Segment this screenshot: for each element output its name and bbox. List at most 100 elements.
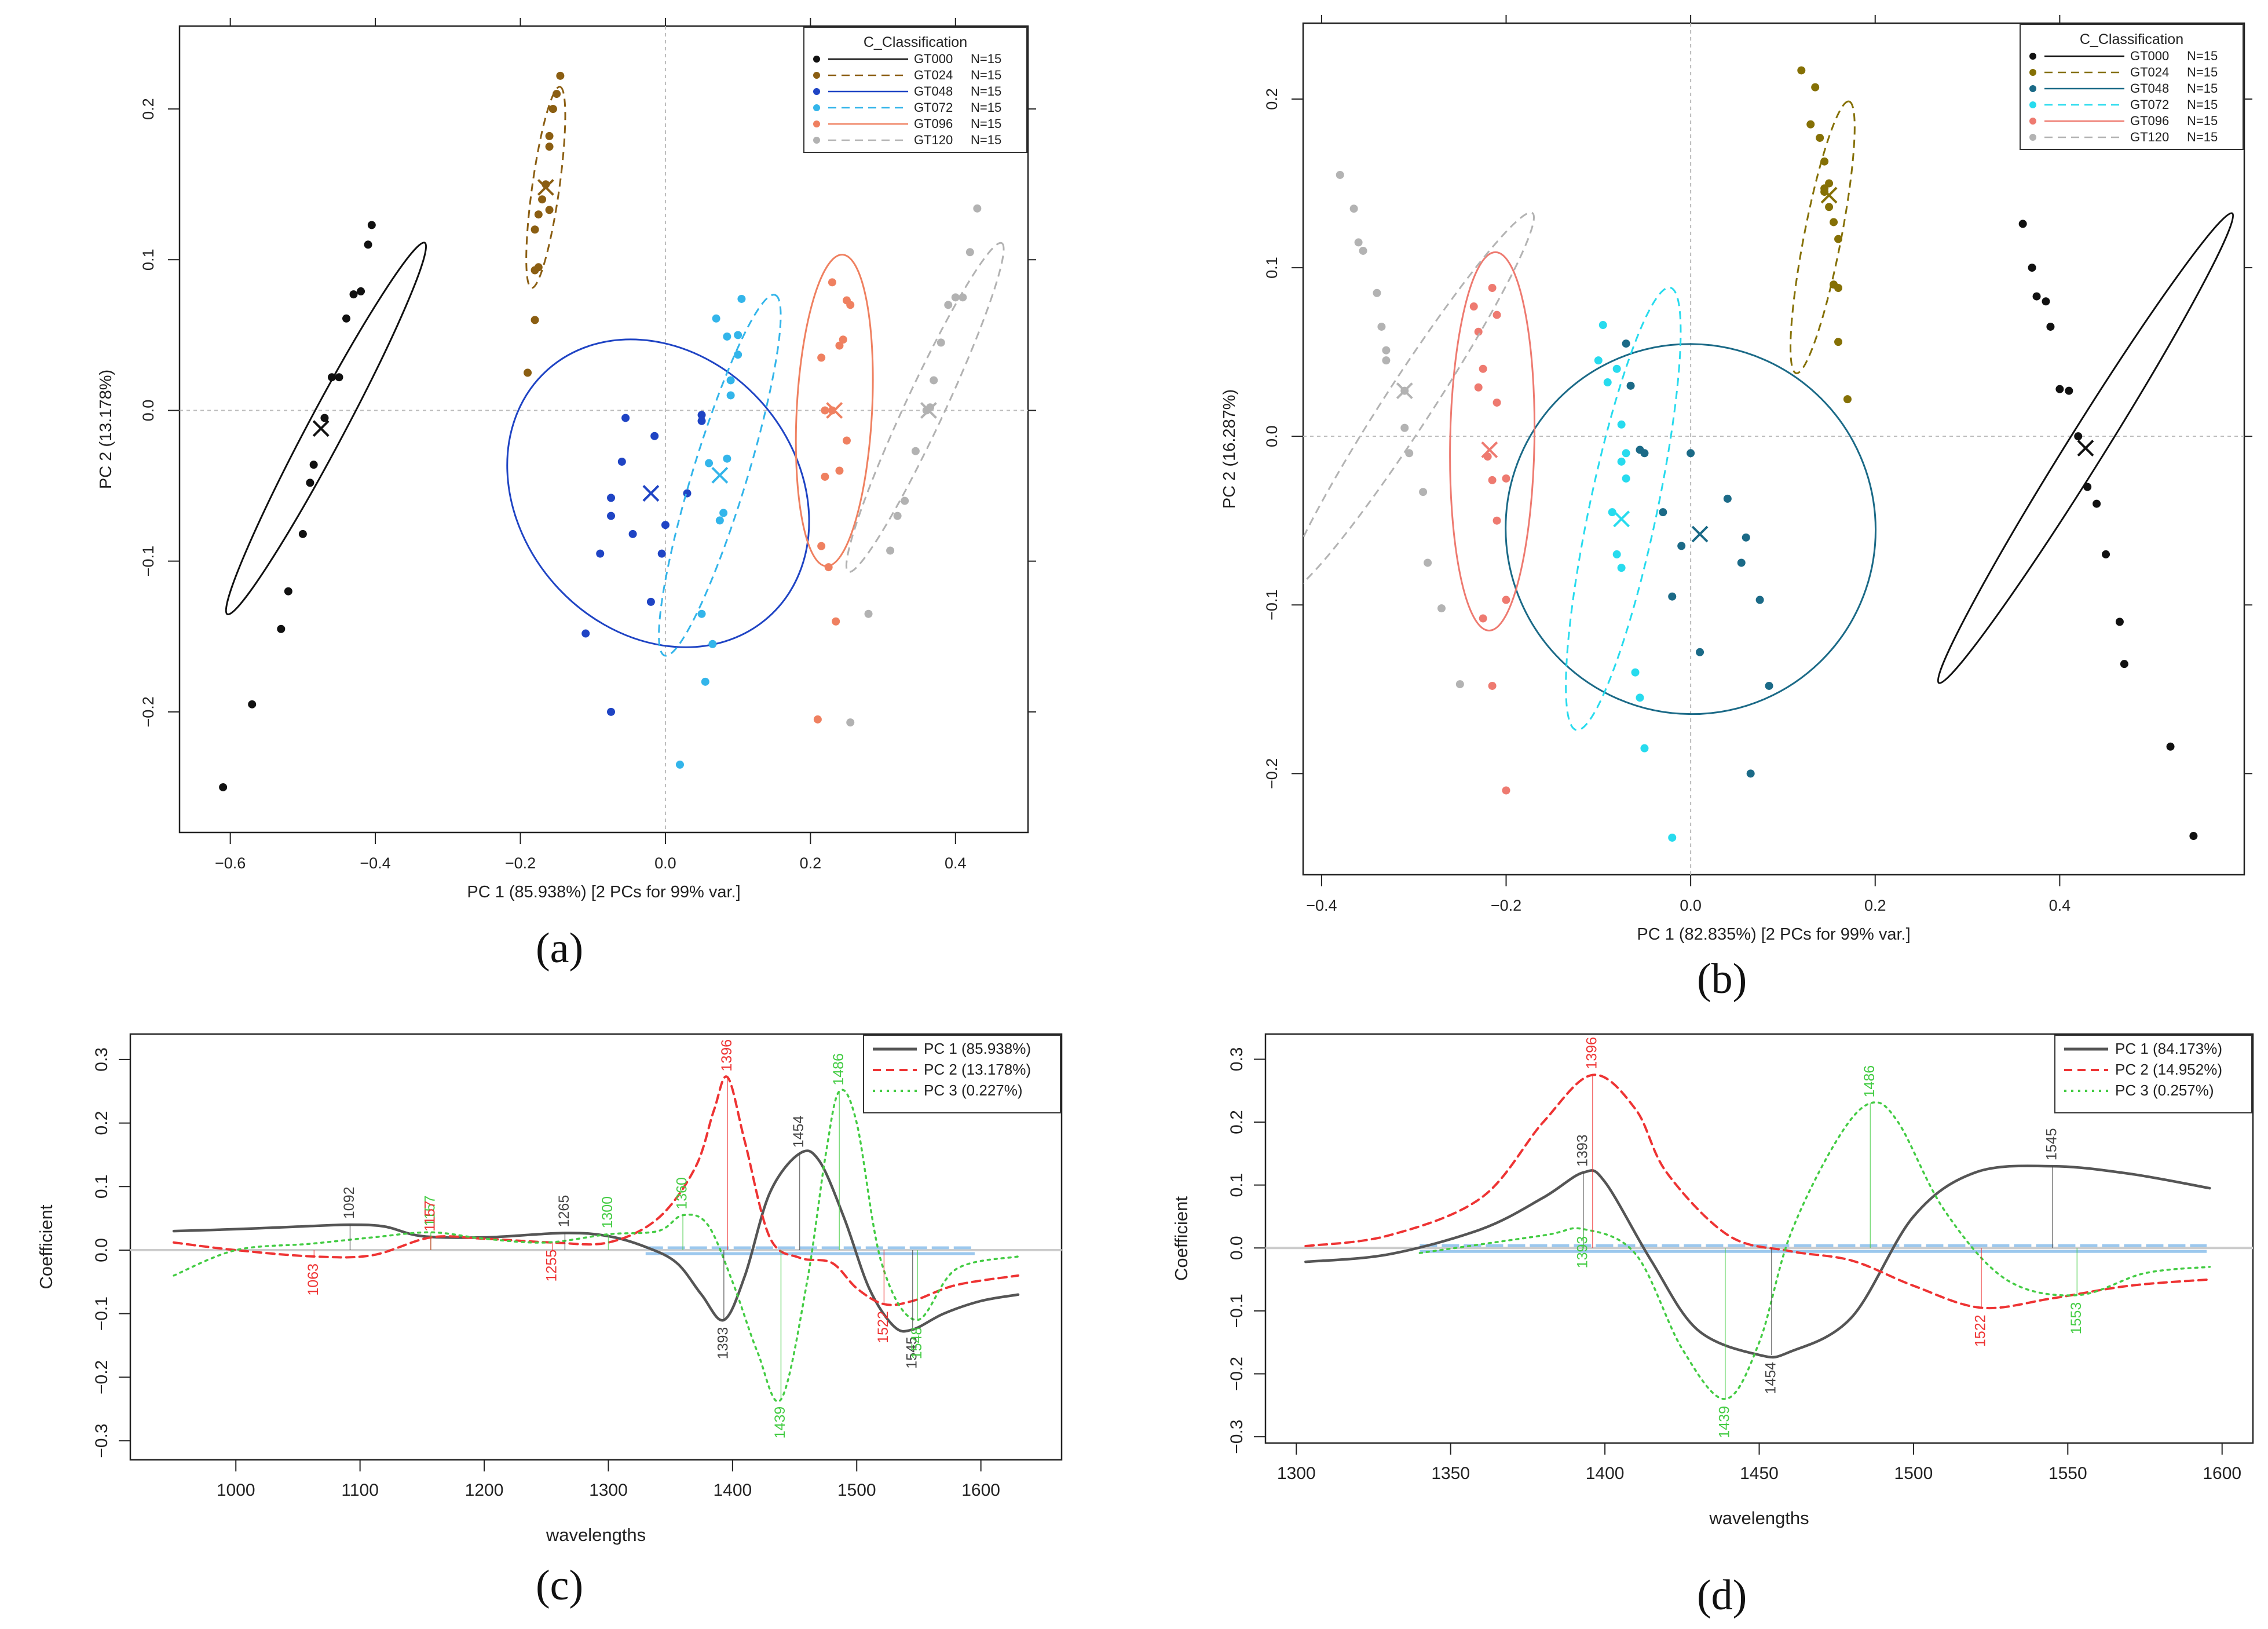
data-point-GT120 bbox=[937, 338, 945, 347]
confidence-ellipse-GT096 bbox=[1449, 251, 1536, 631]
data-point-GT072 bbox=[1617, 420, 1626, 429]
data-point-GT000 bbox=[2115, 618, 2124, 626]
panel-label-d: (d) bbox=[1697, 1572, 1747, 1619]
peak-label: 1545 bbox=[2043, 1128, 2060, 1160]
data-point-GT096 bbox=[1474, 383, 1483, 392]
y-tick-label: −0.3 bbox=[92, 1423, 111, 1458]
data-point-GT000 bbox=[2189, 832, 2198, 841]
data-point-GT120 bbox=[1359, 246, 1367, 255]
data-point-GT072 bbox=[1608, 508, 1616, 517]
y-tick-label: −0.1 bbox=[1263, 590, 1281, 620]
x-tick-label: 1500 bbox=[837, 1481, 876, 1500]
data-point-GT000 bbox=[2074, 432, 2083, 441]
series-line-PC-2 bbox=[173, 1075, 1019, 1306]
data-point-GT048 bbox=[1746, 769, 1755, 778]
data-point-GT000 bbox=[248, 700, 257, 708]
legend-series-name: GT072 bbox=[914, 100, 953, 115]
data-point-GT000 bbox=[2120, 660, 2128, 669]
data-point-GT096 bbox=[1474, 327, 1483, 336]
peak-annotation: 1393 bbox=[715, 1250, 731, 1359]
data-point-GT120 bbox=[973, 204, 982, 213]
legend-count: N=15 bbox=[971, 68, 1001, 82]
data-point-GT096 bbox=[846, 301, 855, 309]
peak-annotation: 1393 bbox=[1574, 1229, 1590, 1269]
data-point-GT048 bbox=[697, 411, 706, 419]
data-point-GT024 bbox=[1806, 120, 1815, 129]
data-point-GT120 bbox=[846, 718, 855, 727]
data-point-GT024 bbox=[1825, 203, 1834, 211]
data-point-GT072 bbox=[705, 459, 714, 467]
data-point-GT120 bbox=[1354, 238, 1363, 247]
data-point-GT048 bbox=[646, 597, 655, 606]
legend-c: PC 1 (85.938%) PC 2 (13.178%) PC 3 (0.227%… bbox=[863, 1035, 1061, 1113]
data-point-GT072 bbox=[1603, 378, 1612, 387]
loadings-plot-c: 1000 1100 1200 1300 1400 1500 1600 −0.3 −0.2 −0.1… bbox=[36, 1033, 1063, 1545]
data-point-GT072 bbox=[712, 314, 720, 323]
data-point-GT000 bbox=[284, 587, 292, 596]
data-point-GT000 bbox=[2018, 220, 2027, 228]
data-point-GT072 bbox=[1612, 364, 1621, 373]
centroid-marker-GT072 bbox=[711, 466, 729, 484]
x-tick-label: 1200 bbox=[465, 1481, 504, 1500]
data-point-GT072 bbox=[1598, 321, 1607, 330]
data-point-GT024 bbox=[538, 195, 547, 204]
legend-series-name: PC 1 (85.938%) bbox=[924, 1040, 1031, 1057]
series-line-PC-3 bbox=[1418, 1101, 2211, 1400]
confidence-ellipse-GT000 bbox=[1937, 212, 2234, 684]
data-point-GT048 bbox=[697, 417, 706, 425]
legend-dot bbox=[813, 88, 820, 95]
centroid-marker-GT024 bbox=[1820, 187, 1838, 204]
data-point-GT096 bbox=[1488, 284, 1497, 293]
centroid-marker-GT048 bbox=[1691, 525, 1709, 543]
y-tick-label: −0.2 bbox=[1227, 1357, 1246, 1391]
data-point-GT048 bbox=[621, 414, 630, 422]
peak-label: 1393 bbox=[1574, 1236, 1590, 1269]
legend-count: N=15 bbox=[2187, 81, 2218, 96]
data-point-GT048 bbox=[607, 707, 616, 716]
data-point-GT096 bbox=[839, 335, 847, 344]
x-tick-label: 1300 bbox=[589, 1481, 628, 1500]
x-axis-title-b: PC 1 (82.835%) [2 PCs for 99% var.] bbox=[1637, 925, 1910, 944]
data-point-GT072 bbox=[723, 454, 731, 463]
peak-label: 1092 bbox=[341, 1186, 357, 1219]
y-tick-label: 0.1 bbox=[1227, 1173, 1246, 1197]
data-point-GT024 bbox=[1834, 338, 1843, 346]
y-axis-title-a: PC 2 (13.178%) bbox=[97, 370, 115, 489]
peak-label: 1522 bbox=[1973, 1314, 1989, 1347]
data-point-GT024 bbox=[553, 90, 561, 98]
data-point-GT000 bbox=[2065, 386, 2073, 395]
data-point-GT048 bbox=[596, 549, 605, 558]
data-point-GT072 bbox=[1668, 833, 1677, 842]
data-point-GT072 bbox=[1594, 356, 1603, 365]
data-point-GT024 bbox=[524, 368, 532, 377]
legend-series-name: PC 3 (0.227%) bbox=[924, 1082, 1023, 1099]
data-point-GT120 bbox=[911, 447, 920, 455]
x-tick-label: 0.4 bbox=[2049, 897, 2071, 914]
peak-label: 1553 bbox=[2068, 1302, 2084, 1335]
data-point-GT096 bbox=[1493, 398, 1501, 407]
y-tick-label: −0.2 bbox=[140, 696, 157, 727]
y-tick-label: 0.2 bbox=[1263, 88, 1281, 110]
y-tick-label: 0.1 bbox=[92, 1174, 111, 1199]
legend-series-name: GT024 bbox=[2130, 65, 2169, 79]
legend-series-name: GT048 bbox=[2130, 81, 2169, 96]
data-point-GT072 bbox=[737, 294, 746, 303]
data-point-GT000 bbox=[219, 783, 228, 791]
peak-annotation: 1393 bbox=[1574, 1134, 1590, 1248]
x-tick-label: −0.2 bbox=[1491, 897, 1521, 914]
data-point-GT000 bbox=[320, 414, 329, 422]
y-tick-label: −0.1 bbox=[92, 1296, 111, 1331]
data-point-GT048 bbox=[661, 521, 670, 529]
data-point-GT048 bbox=[1677, 542, 1686, 550]
data-point-GT000 bbox=[2102, 550, 2110, 558]
confidence-ellipse-GT120 bbox=[1303, 211, 1535, 594]
data-point-GT072 bbox=[675, 760, 684, 769]
data-point-GT096 bbox=[832, 617, 840, 626]
data-point-GT024 bbox=[534, 210, 543, 219]
legend-dot bbox=[813, 72, 820, 79]
data-point-GT120 bbox=[1437, 604, 1446, 613]
data-point-GT072 bbox=[1631, 668, 1640, 677]
x-tick-label: 0.2 bbox=[800, 854, 822, 872]
legend-series-name: PC 3 (0.257%) bbox=[2115, 1082, 2214, 1099]
